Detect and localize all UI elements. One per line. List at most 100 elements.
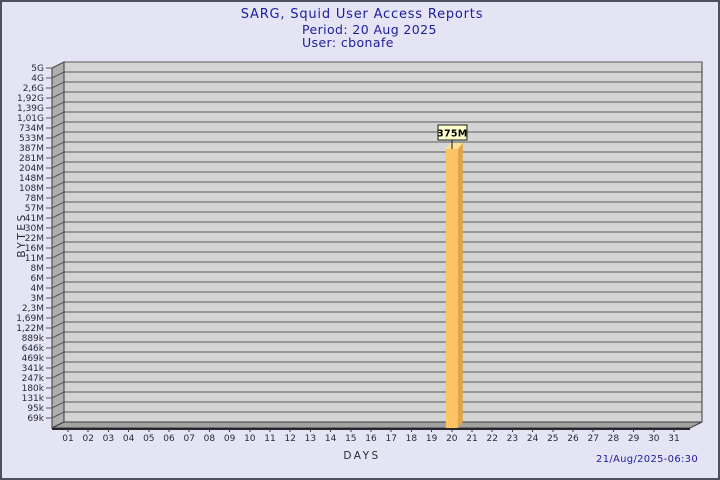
- chart-subtitle-period: Period: 20 Aug 2025: [302, 22, 437, 37]
- wall-slant-line: [51, 61, 65, 69]
- bar-top-face: [445, 143, 463, 150]
- y-tick-label: 204M: [19, 164, 44, 174]
- y-tick-label: 69k: [27, 414, 44, 424]
- generated-timestamp: 21/Aug/2025-06:30: [596, 454, 698, 465]
- x-tick-label: 18: [406, 434, 418, 444]
- y-tick-label: 8M: [31, 264, 45, 274]
- wall-slant-line: [51, 301, 65, 309]
- x-tick-label: 11: [264, 434, 275, 444]
- wall-slant-line: [51, 411, 65, 419]
- x-tick-label: 27: [587, 434, 598, 444]
- wall-slant-line: [51, 161, 65, 169]
- x-tick-label: 15: [345, 434, 356, 444]
- y-tick-label: 1,39G: [17, 104, 44, 114]
- data-bar-day-20: 375M: [437, 124, 468, 428]
- y-tick-label: 95k: [27, 404, 44, 414]
- x-tick-label: 06: [163, 434, 175, 444]
- y-tick-label: 41M: [25, 214, 44, 224]
- wall-slant-line: [51, 311, 65, 319]
- x-tick-label: 19: [426, 434, 438, 444]
- y-tick-label: 469k: [22, 354, 45, 364]
- y-tick-label: 646k: [22, 344, 45, 354]
- y-tick-label: 1,22M: [16, 324, 44, 334]
- y-tick-label: 131k: [22, 394, 45, 404]
- wall-slant-line: [51, 191, 65, 199]
- y-tick-label: 341k: [22, 364, 45, 374]
- y-tick-label: 734M: [19, 124, 44, 134]
- wall-slant-line: [51, 181, 65, 189]
- x-tick-labels: 01 02 03 04 05 06 07 08 09 10 11 12 13 14 15 16 17 18 19 20…: [62, 429, 680, 444]
- y-tick-label: 281M: [19, 154, 44, 164]
- x-tick-label: 28: [608, 434, 620, 444]
- wall-slant-line: [51, 391, 65, 399]
- wall-slant-line: [51, 331, 65, 339]
- y-tick-label: 3M: [31, 294, 45, 304]
- y-tick-label: 1,92G: [17, 94, 44, 104]
- plot-floor: [51, 421, 703, 429]
- x-tick-label: 10: [244, 434, 256, 444]
- y-tick-label: 4G: [31, 74, 44, 84]
- y-tick-label: 148M: [19, 174, 44, 184]
- y-tick-label: 889k: [22, 334, 45, 344]
- wall-slant-line: [51, 141, 65, 149]
- wall-slant-line: [51, 271, 65, 279]
- x-tick-label: 26: [567, 434, 579, 444]
- y-axis-title: BYTES: [16, 212, 28, 258]
- x-tick-label: 17: [385, 434, 396, 444]
- wall-slant-line: [51, 371, 65, 379]
- wall-slant-line: [51, 361, 65, 369]
- x-tick-label: 24: [527, 434, 539, 444]
- wall-slant-line: [51, 291, 65, 299]
- x-tick-label: 22: [486, 434, 497, 444]
- x-tick-label: 02: [82, 434, 93, 444]
- wall-slant-line: [51, 81, 65, 89]
- y-tick-label: 2,6G: [23, 84, 44, 94]
- bar-value-box: [437, 124, 468, 141]
- wall-slant-line: [51, 101, 65, 109]
- wall-slant-line: [51, 121, 65, 129]
- y-tick-label: 108M: [19, 184, 44, 194]
- bar-front-face: [445, 149, 458, 428]
- wall-slant-line: [51, 321, 65, 329]
- wall-slant-line: [51, 71, 65, 79]
- wall-slant-line: [51, 131, 65, 139]
- wall-slant-line: [51, 91, 65, 99]
- wall-slant-line: [51, 281, 65, 289]
- wall-slant-line: [51, 211, 65, 219]
- wall-slant-line: [51, 171, 65, 179]
- y-tick-label: 22M: [25, 234, 44, 244]
- y-tick-label: 6M: [31, 274, 45, 284]
- x-tick-label: 31: [668, 434, 679, 444]
- wall-slant-line: [51, 381, 65, 389]
- y-tick-label: 11M: [25, 254, 44, 264]
- x-tick-label: 14: [325, 434, 337, 444]
- wall-slant-line: [51, 261, 65, 269]
- x-tick-label: 08: [204, 434, 216, 444]
- x-tick-label: 29: [628, 434, 640, 444]
- x-tick-label: 09: [224, 434, 236, 444]
- grid-lines: [64, 61, 702, 413]
- y-tick-label: 5G: [31, 64, 44, 74]
- left-wall-slants: [46, 61, 65, 419]
- x-tick-label: 12: [284, 434, 295, 444]
- y-tick-label: 247k: [22, 374, 45, 384]
- y-tick-label: 4M: [31, 284, 45, 294]
- y-tick-label: 180k: [22, 384, 45, 394]
- x-tick-label: 03: [103, 434, 114, 444]
- y-tick-label: 533M: [19, 134, 44, 144]
- y-tick-label: 16M: [25, 244, 44, 254]
- y-tick-label: 1,69M: [16, 314, 44, 324]
- wall-slant-line: [51, 351, 65, 359]
- x-tick-label: 01: [62, 434, 73, 444]
- y-tick-label: 2,3M: [22, 304, 44, 314]
- wall-slant-line: [51, 341, 65, 349]
- y-tick-label: 57M: [25, 204, 44, 214]
- x-tick-label: 21: [466, 434, 477, 444]
- wall-slant-line: [51, 111, 65, 119]
- bar-side-face: [457, 143, 463, 428]
- wall-slant-line: [51, 221, 65, 229]
- x-tick-label: 20: [446, 434, 458, 444]
- y-tick-label: 30M: [25, 224, 44, 234]
